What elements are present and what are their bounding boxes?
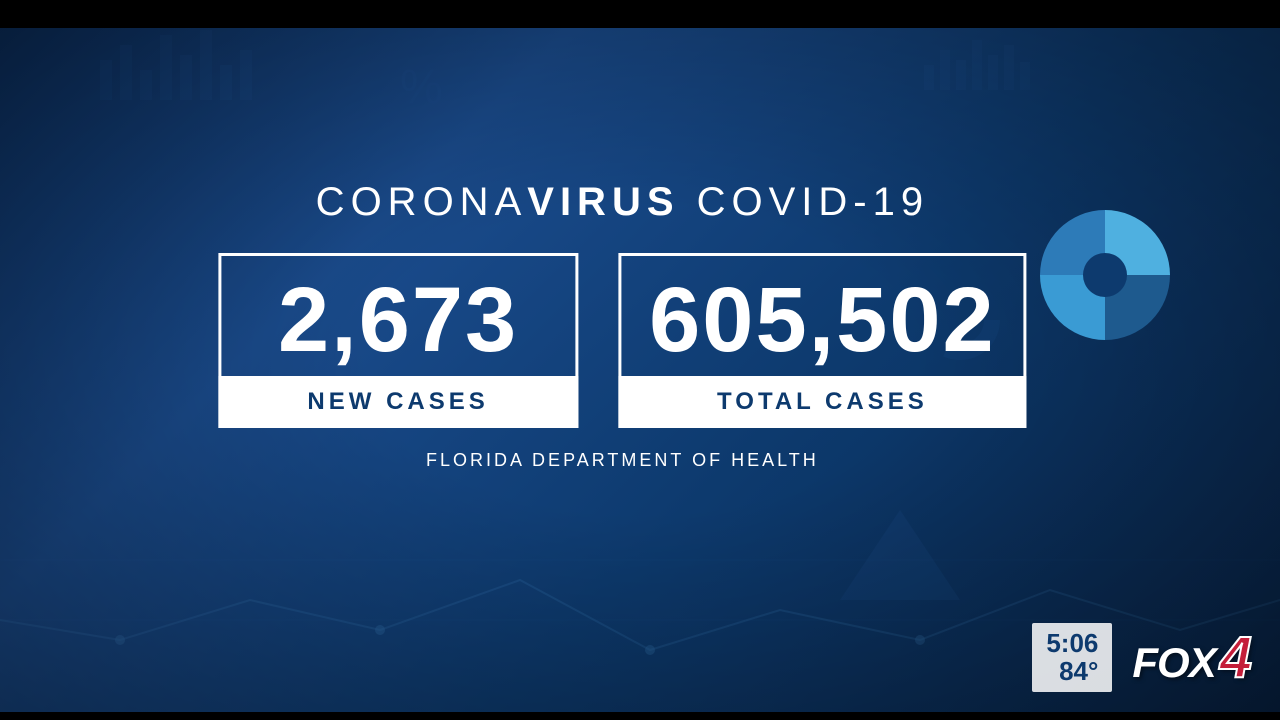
bg-percent-symbol: % — [400, 60, 443, 115]
station-fox-text: FOX — [1132, 639, 1215, 687]
bg-bars-right — [924, 40, 1030, 90]
stat-label-new: NEW CASES — [218, 376, 578, 428]
station-logo: FOX 4 — [1132, 624, 1252, 691]
title-part2: VIRUS — [527, 180, 679, 224]
time-temp-box: 5:06 84° — [1032, 623, 1112, 692]
stats-container: 2,673 NEW CASES 605,502 TOTAL CASES — [182, 253, 1062, 428]
station-number: 4 — [1220, 624, 1252, 691]
title-part3: COVID-19 — [680, 180, 930, 224]
main-content: CORONAVIRUS COVID-19 2,673 NEW CASES 605… — [182, 180, 1062, 471]
bg-bars-left — [100, 30, 252, 100]
stat-value-new: 2,673 — [221, 256, 575, 376]
temperature: 84° — [1046, 657, 1098, 686]
broadcast-overlay: 5:06 84° FOX 4 — [1032, 623, 1252, 692]
graphic-title: CORONAVIRUS COVID-19 — [182, 180, 1062, 225]
stat-box-new-cases: 2,673 NEW CASES — [218, 253, 578, 428]
stat-label-total: TOTAL CASES — [618, 376, 1027, 428]
source-attribution: FLORIDA DEPARTMENT OF HEALTH — [182, 450, 1062, 471]
clock-time: 5:06 — [1046, 629, 1098, 658]
stat-value-total: 605,502 — [621, 256, 1024, 376]
title-part1: CORONA — [316, 180, 528, 224]
letterbox-bottom — [0, 712, 1280, 720]
stat-box-total-cases: 605,502 TOTAL CASES — [618, 253, 1027, 428]
